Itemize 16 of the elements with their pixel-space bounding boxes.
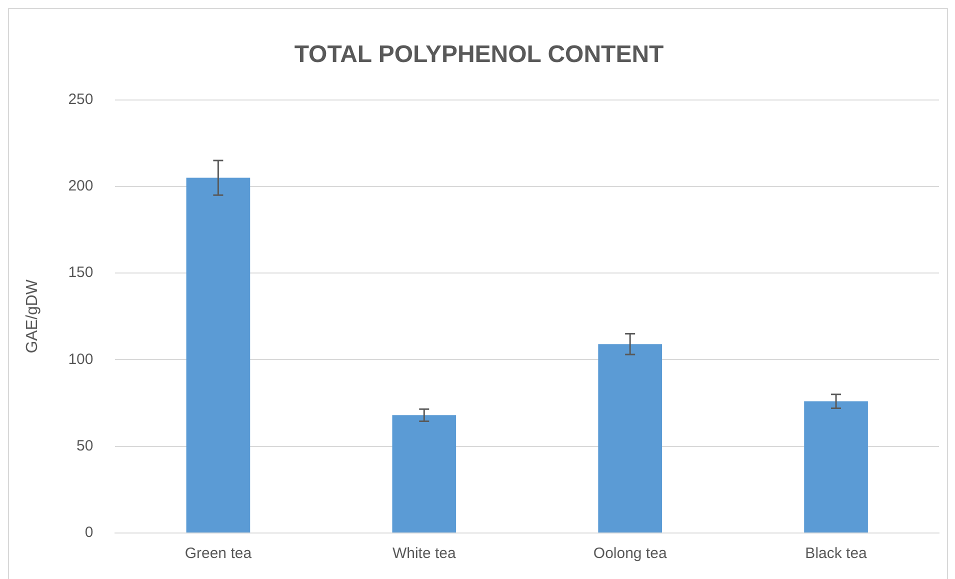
bar <box>392 415 456 532</box>
bar <box>804 401 868 532</box>
y-tick-label: 150 <box>68 264 94 282</box>
y-tick-label: 0 <box>84 524 94 542</box>
x-tick-label: Green tea <box>184 545 252 562</box>
y-tick-label: 100 <box>68 350 94 368</box>
bar <box>186 178 250 532</box>
y-axis-title: GAE/gDW <box>24 278 42 354</box>
chart-title: TOTAL POLYPHENOL CONTENT <box>294 41 664 68</box>
x-tick-label: Black tea <box>805 545 868 562</box>
y-tick-label: 250 <box>68 90 94 108</box>
x-tick-label: Oolong tea <box>593 545 668 562</box>
y-tick-label: 200 <box>68 178 94 195</box>
x-tick-label: White tea <box>392 545 456 562</box>
y-tick-label: 50 <box>76 438 94 454</box>
bar <box>598 344 662 532</box>
